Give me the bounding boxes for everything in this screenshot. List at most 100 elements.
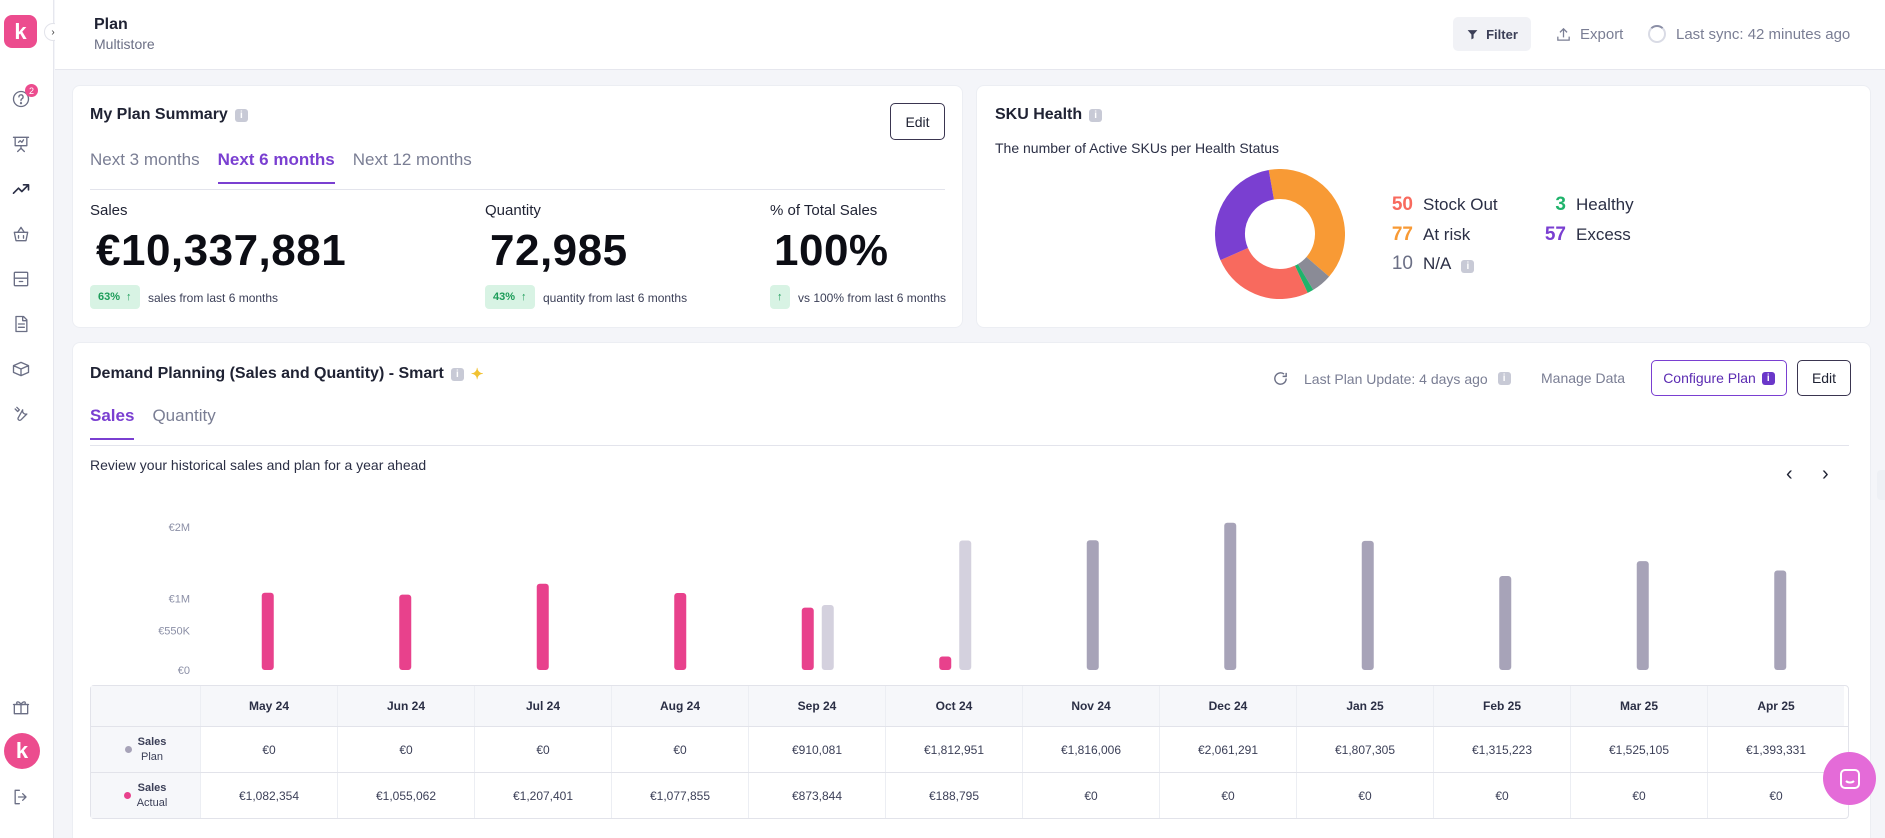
actual-cell: €1,077,855	[611, 773, 748, 818]
period-tabs: Next 3 months Next 6 months Next 12 mont…	[90, 150, 490, 184]
legend-at-risk-count: 77	[1391, 224, 1413, 245]
sync-status: Last sync: 42 minutes ago	[1648, 17, 1850, 51]
legend-at-risk: 77 At risk	[1385, 224, 1470, 246]
plan-summary-edit-button[interactable]: Edit	[890, 103, 945, 140]
gift-icon[interactable]	[10, 696, 32, 718]
arrow-up-icon: ↑	[521, 291, 527, 303]
plan-cell: €1,315,223	[1433, 727, 1570, 772]
bar-plan-nov-24[interactable]	[1086, 540, 1099, 670]
bar-actual-oct-24[interactable]	[939, 656, 952, 670]
metric-quantity-value: 72,985	[490, 226, 628, 275]
box-icon[interactable]	[10, 358, 32, 380]
logout-icon[interactable]	[10, 786, 32, 808]
actual-cell: €0	[1022, 773, 1159, 818]
actual-cell: €1,207,401	[474, 773, 611, 818]
legend-healthy-count: 3	[1555, 194, 1566, 215]
row-label-plan: Sales Plan	[91, 727, 200, 772]
sales-change-badge: 63% ↑	[90, 285, 140, 309]
side-panel-handle[interactable]	[1877, 470, 1885, 500]
tab-quantity[interactable]: Quantity	[152, 406, 216, 425]
bar-actual-sep-24[interactable]	[801, 607, 814, 670]
bar-plan-oct-24[interactable]	[959, 540, 972, 670]
actual-cell: €1,082,354	[200, 773, 337, 818]
bar-plan-apr-25[interactable]	[1774, 570, 1787, 670]
info-icon[interactable]: i	[450, 367, 464, 381]
donut-segment-stock-out[interactable]	[1215, 169, 1345, 299]
bar-plan-mar-25[interactable]	[1636, 561, 1649, 670]
table-header-row: May 24 Jun 24 Jul 24 Aug 24 Sep 24 Oct 24 Nov …	[91, 686, 1848, 727]
refresh-icon[interactable]	[1272, 370, 1289, 387]
actual-cell: €188,795	[885, 773, 1022, 818]
filter-icon	[1467, 29, 1478, 39]
bar-actual-jul-24[interactable]	[536, 583, 549, 670]
top-header: Plan Multistore Filter Export Last sync:…	[55, 0, 1885, 70]
column-header: May 24	[200, 686, 337, 726]
sku-health-subtitle: The number of Active SKUs per Health Sta…	[995, 140, 1280, 156]
sales-chart: €0 €550K €1M €2M	[158, 522, 1787, 677]
storage-icon[interactable]	[10, 268, 32, 290]
tab-sales[interactable]: Sales	[90, 406, 135, 440]
tab-next-6-months[interactable]: Next 6 months	[217, 150, 335, 184]
legend-na: 10 N/A i	[1385, 253, 1475, 275]
export-button[interactable]: Export	[1555, 17, 1623, 51]
plan-cell: €0	[474, 727, 611, 772]
bar-actual-jun-24[interactable]	[399, 594, 412, 670]
bar-actual-may-24[interactable]	[261, 592, 274, 670]
row-plan-label-2: Plan	[140, 750, 164, 763]
tab-next-3-months[interactable]: Next 3 months	[90, 150, 200, 169]
bar-plan-dec-24[interactable]	[1224, 522, 1237, 670]
column-header: Oct 24	[885, 686, 1022, 726]
column-header: Jul 24	[474, 686, 611, 726]
donut-segment-at-risk[interactable]	[1215, 169, 1345, 299]
metric-quantity-label: Quantity	[485, 202, 541, 219]
plan-cell: €1,812,951	[885, 727, 1022, 772]
last-plan-update: Last Plan Update: 4 days ago	[1304, 370, 1488, 387]
chat-button[interactable]	[1823, 752, 1876, 805]
info-icon[interactable]: i	[234, 108, 248, 122]
row-actual-label-1: Sales	[137, 781, 167, 794]
demand-edit-button[interactable]: Edit	[1797, 360, 1851, 396]
configure-plan-label: Configure Plan	[1663, 370, 1756, 386]
tools-icon[interactable]	[10, 403, 32, 425]
filter-button[interactable]: Filter	[1453, 17, 1531, 51]
tab-next-12-months[interactable]: Next 12 months	[352, 150, 472, 169]
sku-health-title-text: SKU Health	[995, 106, 1083, 123]
configure-plan-button[interactable]: Configure Plan i	[1651, 360, 1787, 396]
legend-stock-out-count: 50	[1391, 194, 1413, 215]
manage-data-link[interactable]: Manage Data	[1541, 370, 1625, 386]
bar-plan-sep-24[interactable]	[821, 604, 834, 670]
document-icon[interactable]	[10, 313, 32, 335]
actual-cell: €1,055,062	[337, 773, 474, 818]
actual-cell: €0	[1570, 773, 1707, 818]
tabs-divider	[90, 445, 1849, 446]
column-header: Feb 25	[1433, 686, 1570, 726]
export-label: Export	[1580, 25, 1624, 43]
help-icon[interactable]	[10, 88, 32, 110]
bar-plan-jan-25[interactable]	[1361, 540, 1374, 670]
plan-cell: €0	[337, 727, 474, 772]
info-icon[interactable]: i	[1089, 108, 1103, 122]
demand-planning-title-text: Demand Planning (Sales and Quantity) - S…	[90, 365, 444, 382]
chevron-right-icon[interactable]: ›	[1822, 463, 1829, 485]
app-logo[interactable]: k	[4, 15, 37, 48]
column-header: Dec 24	[1159, 686, 1296, 726]
bar-plan-feb-25[interactable]	[1499, 576, 1512, 670]
table-row-actual: Sales Actual €1,082,354 €1,055,062 €1,207,…	[91, 773, 1848, 818]
plan-cell: €0	[611, 727, 748, 772]
metric-sales-value: €10,337,881	[96, 226, 347, 275]
metric-total-label: % of Total Sales	[770, 202, 878, 219]
column-header: Nov 24	[1022, 686, 1159, 726]
sparkle-icon: ✦	[470, 366, 484, 383]
actual-cell: €0	[1433, 773, 1570, 818]
filter-label: Filter	[1486, 26, 1518, 42]
user-avatar[interactable]: k	[4, 733, 40, 769]
page-title: Plan	[94, 16, 128, 33]
chevron-left-icon[interactable]: ‹	[1786, 463, 1793, 485]
bar-actual-aug-24[interactable]	[674, 593, 687, 670]
info-icon[interactable]: i	[1461, 260, 1475, 273]
presentation-icon[interactable]	[10, 133, 32, 155]
info-icon[interactable]: i	[1497, 372, 1511, 385]
basket-icon[interactable]	[10, 223, 32, 245]
trending-up-icon[interactable]	[10, 178, 32, 200]
total-change-note: vs 100% from last 6 months	[798, 291, 947, 305]
